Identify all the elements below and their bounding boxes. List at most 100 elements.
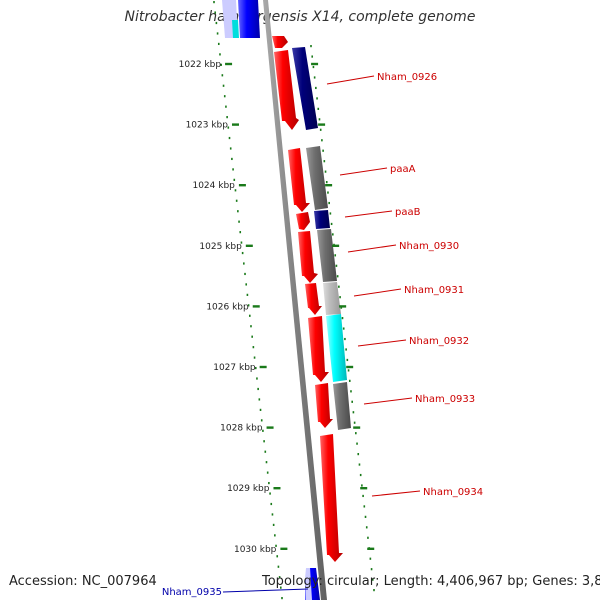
tick-mark-right [332,244,340,247]
tick-mark [231,123,239,126]
ruler-dot-left [280,586,282,589]
ruler-dot-left [220,63,222,66]
ruler-dot-right [352,411,355,414]
ruler-dot-right [310,45,312,48]
ruler-dot-left [254,366,257,370]
ruler-dot-right [321,139,323,142]
tick-label: 1024 kbp [192,181,235,191]
ruler-dot-left [270,502,273,506]
gene-arrow-red-nham0926 [274,50,299,130]
ruler-dot-left [232,168,234,171]
ruler-dot-left [281,597,283,600]
gene-arrow-red-nham0932 [308,316,329,382]
gene-label: Nham_0926 [377,72,437,83]
tick-mark-right [318,123,326,126]
feature-top-cyan [232,20,239,38]
ruler-dot-right [345,348,347,351]
ruler-dot-left [213,1,215,4]
gene-arrow-red-paaA [288,148,310,212]
tick-mark-right [346,365,354,369]
ruler-dot-right [371,578,374,581]
ruler-dot-right [351,400,353,403]
tick-label: 1023 kbp [186,121,229,131]
ruler-dot-left [239,231,242,234]
gene-arrow-red-1 [272,36,288,48]
ruler-dot-left [214,11,216,14]
ruler-dot-left [251,335,253,338]
tick-label: 1022 kbp [179,60,222,70]
gene-label-leader [371,490,421,497]
ruler-dot-right [332,233,334,236]
gene-label: Nham_0933 [415,394,475,405]
gene-labels: Nham_0926 paaA paaB Nham_0930 Nham_0931 Nham_… [162,72,483,598]
ruler-dot-left [217,42,220,46]
gene-block-gray-nham0933 [333,382,351,430]
ruler-dot-right [367,536,369,539]
tick-mark [252,305,260,308]
ruler-dot-left [235,199,238,202]
gene-label: Nham_0931 [404,285,464,296]
ruler-dot-left [215,21,218,25]
ruler-dot-left [228,136,231,140]
ruler-dot-right [318,118,321,121]
gene-label-leader [326,75,375,85]
gene-label: Nham_0935 [162,587,222,598]
ruler-dot-right [338,285,340,288]
gene-label: paaA [390,164,416,175]
tick-label: 1028 kbp [220,424,263,434]
gene-label: Nham_0932 [409,336,469,347]
ruler-dot-left [260,419,263,422]
ruler-dot-right [348,379,351,382]
ruler-dot-left [269,492,271,495]
ruler-dot-right [327,191,329,194]
ruler-dot-right [322,149,324,152]
ruler-dot-left [231,157,233,161]
gene-block-lightgray-nham0931 [323,282,341,315]
genome-title: Nitrobacter hamburgensis X14, complete g… [124,9,476,25]
ruler-dot-right [313,76,316,79]
tick-label: 1027 kbp [213,363,256,373]
ruler-dot-left [272,523,275,527]
ruler-dot-right [355,432,357,435]
ruler-dot-right [370,568,373,571]
ruler-dot-left [233,178,236,181]
ruler-dot-right [358,463,361,466]
tick-mark [266,426,274,429]
tick-mark [273,487,281,490]
gene-arrow-red-nham0934 [320,434,343,562]
ruler-dot-left [266,471,269,474]
ruler-dot-right [339,296,341,299]
ruler-dot-right [344,337,346,341]
ruler-dot-left [241,251,244,255]
gene-label-leader [344,210,393,218]
ruler-dot-right [316,97,318,100]
ruler-dot-right [323,160,326,163]
ruler-dot-right [373,589,375,592]
ruler-dot-right [328,201,330,205]
tick-label: 1029 kbp [227,484,270,494]
ruler-dot-left [245,283,248,286]
gene-arrow-red-paaB [296,212,310,230]
ruler-dot-left [244,272,246,276]
ruler-dot-right [335,264,338,267]
gene-label-leader [222,588,309,593]
gene-label: Nham_0934 [423,487,483,498]
ruler-dot-left [277,565,280,568]
ruler-dot-right [334,254,337,257]
ruler-dot-left [258,398,261,401]
ruler-dot-left [262,429,264,432]
ruler-dot-right [350,390,352,393]
tick-mark [259,365,267,369]
ruler-dot-right [363,505,366,508]
ruler-dot-right [342,327,345,330]
ruler-dot-left [243,262,245,265]
ruler-dot-left [264,450,267,453]
ruler-dot-right [341,317,344,320]
ruler-dot-left [238,220,240,223]
ruler-dot-right [346,358,349,362]
gene-block-cyan-nham0932 [326,314,347,382]
tick-label: 1025 kbp [199,242,242,252]
ruler-dot-left [229,147,232,150]
ruler-dot-left [259,408,262,411]
ruler-dot-right [312,65,315,69]
